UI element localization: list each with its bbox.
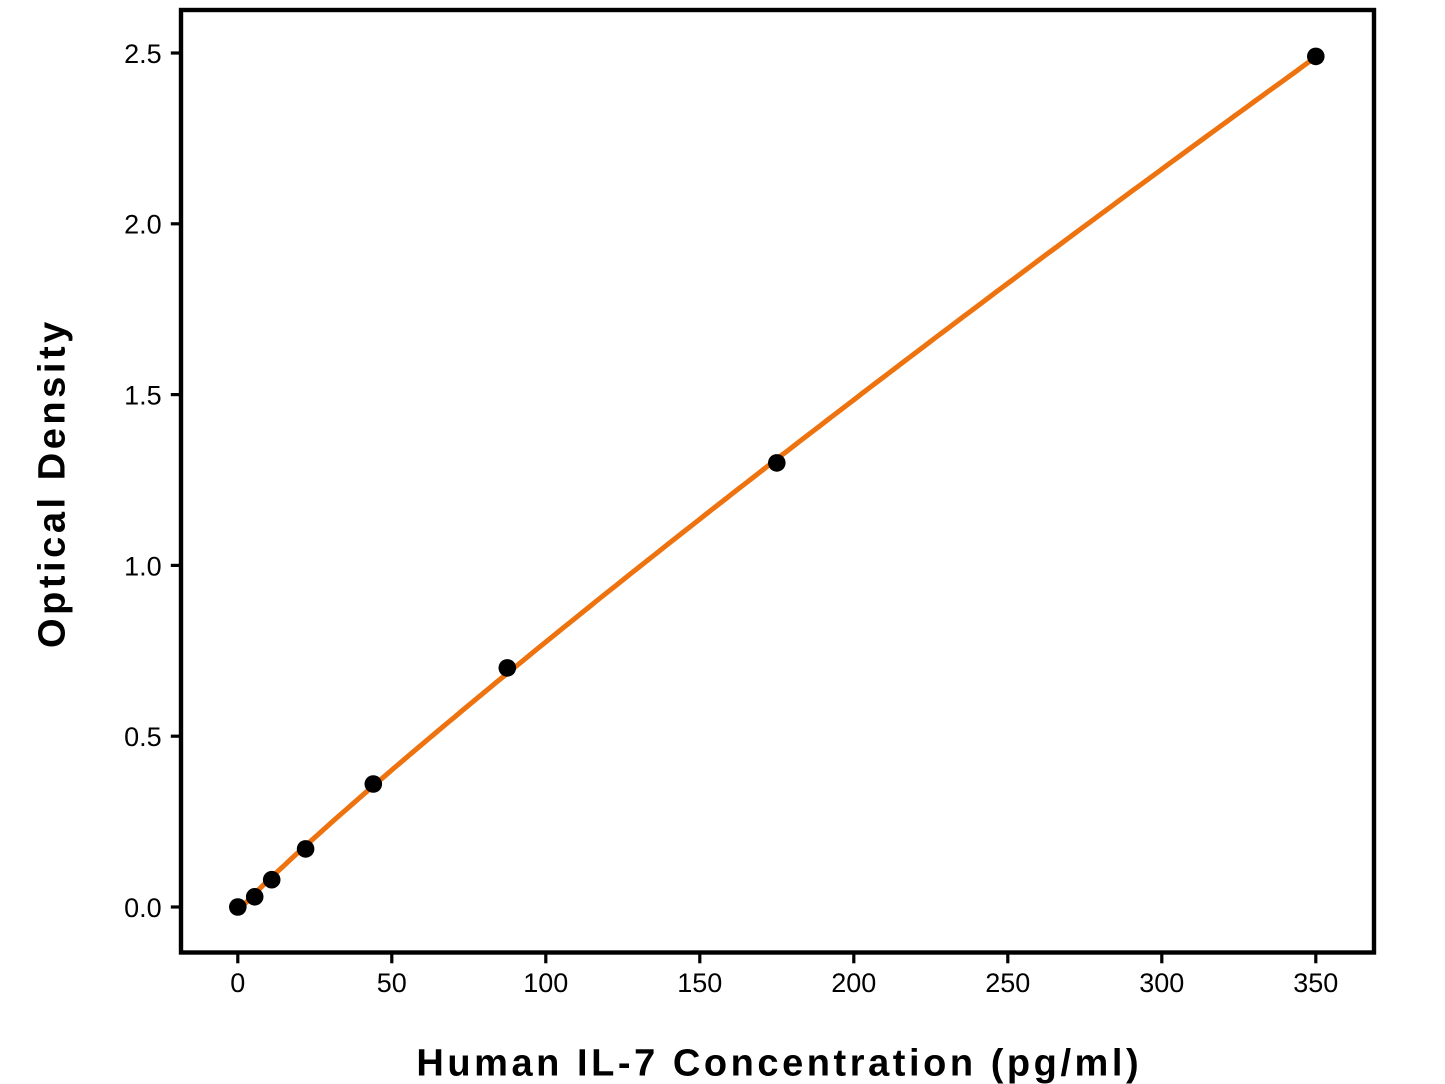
svg-text:250: 250 <box>985 968 1030 998</box>
svg-text:150: 150 <box>677 968 722 998</box>
svg-text:100: 100 <box>523 968 568 998</box>
svg-text:1.0: 1.0 <box>124 551 162 581</box>
svg-text:2.0: 2.0 <box>124 210 162 240</box>
svg-text:200: 200 <box>831 968 876 998</box>
svg-text:1.5: 1.5 <box>124 381 162 411</box>
svg-text:0: 0 <box>230 968 245 998</box>
svg-text:300: 300 <box>1139 968 1184 998</box>
svg-text:Human IL-7 Concentration (pg/m: Human IL-7 Concentration (pg/ml) <box>416 1043 1142 1084</box>
svg-text:0.0: 0.0 <box>124 893 162 923</box>
svg-text:0.5: 0.5 <box>124 722 162 752</box>
svg-text:2.5: 2.5 <box>124 39 162 69</box>
svg-text:50: 50 <box>377 968 407 998</box>
svg-text:350: 350 <box>1293 968 1338 998</box>
svg-text:Optical Density: Optical Density <box>32 318 74 648</box>
